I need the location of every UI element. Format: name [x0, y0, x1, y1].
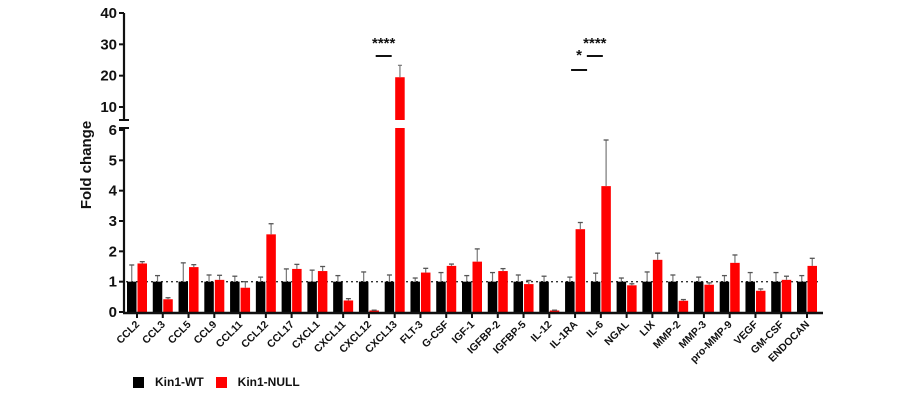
y-tick-label: 30	[100, 36, 117, 53]
bar-kin1-null-endocan	[807, 257, 817, 312]
bar-kin1-null-cxcl11	[343, 298, 354, 312]
x-tick-label: CCL12	[239, 319, 271, 351]
bar-kin1-wt-pro-mmp-9	[719, 274, 730, 312]
y-tick-label: 5	[109, 152, 117, 169]
bar-kin1-wt-igfbp-5	[513, 274, 524, 312]
significance-stars: ****	[583, 35, 607, 52]
y-axis-label: Fold change	[78, 121, 95, 209]
y-tick-label: 4	[109, 183, 118, 200]
bar-kin1-null-lix	[652, 252, 663, 312]
significance-stars: ****	[372, 35, 396, 52]
legend-swatch-null	[215, 376, 227, 388]
bar-kin1-wt-lix	[642, 271, 652, 312]
bar-kin1-null-ccl17	[292, 263, 302, 312]
bar-kin1-null-il-1ra	[575, 221, 586, 312]
x-tick-label: IL-1RA	[548, 318, 581, 351]
bar-kin1-null-cxcl1	[317, 265, 328, 312]
bar-kin1-null-igf-1	[472, 248, 482, 312]
x-tick-label: IL-6	[584, 319, 606, 341]
bar-kin1-null-pro-mmp-9	[730, 254, 740, 312]
bar-kin1-wt-ccl12	[255, 276, 266, 312]
bar-kin1-wt-ccl17	[281, 268, 292, 312]
y-tick-label: 1	[109, 274, 117, 291]
legend-swatch-wt	[133, 376, 144, 388]
bar-kin1-null-flt-3	[420, 267, 431, 312]
y-tick-label: 3	[109, 213, 117, 230]
legend-label-wt: Kin1-WT	[155, 375, 204, 389]
bar-kin1-null-gm-csf	[781, 275, 792, 312]
y-tick-label: 6	[109, 122, 117, 139]
bar-kin1-wt-cxcl1	[307, 269, 317, 312]
x-tick-label: CCL2	[114, 319, 142, 347]
bar-kin1-null-il-12	[549, 309, 560, 312]
significance-annotations: *********	[372, 35, 607, 71]
bar-kin1-wt-ngal	[616, 277, 627, 312]
bar-kin1-null-vegf	[755, 288, 766, 312]
x-tick-label: CCL11	[214, 319, 246, 351]
x-axis: CCL2CCL3CCL5CCL9CCL11CCL12CCL17CXCL1CXCL…	[114, 311, 823, 365]
bar-kin1-null-ccl11	[240, 281, 251, 312]
bar-kin1-wt-endocan	[797, 274, 807, 312]
y-tick-label: 40	[100, 5, 117, 22]
bar-kin1-null-cxcl12	[369, 309, 379, 312]
bar-kin1-null-ngal	[627, 283, 637, 312]
y-axis-upper: 10 20 30 40	[100, 5, 129, 121]
significance-stars: *	[576, 47, 582, 64]
bar-kin1-wt-ccl5	[178, 262, 189, 312]
bar-kin1-null-mmp-2	[678, 298, 689, 312]
bar-kin1-wt-flt-3	[410, 277, 420, 312]
bar-kin1-null-mmp-3	[704, 282, 714, 312]
bar-kin1-wt-ccl2	[127, 264, 137, 312]
bar-kin1-wt-igfbp-2	[487, 271, 498, 312]
x-tick-label: CCL5	[166, 319, 194, 347]
bar-kin1-wt-gm-csf	[771, 271, 781, 312]
bar-kin1-null-cxcl13	[395, 64, 405, 312]
bar-series	[127, 64, 817, 312]
x-tick-label: MMP-2	[651, 319, 684, 352]
bar-kin1-wt-il-1ra	[565, 276, 575, 312]
bar-kin1-wt-mmp-3	[693, 276, 704, 312]
legend-item-wt: Kin1-WT	[133, 375, 204, 389]
bar-kin1-wt-ccl3	[152, 274, 163, 312]
legend-label-null: Kin1-NULL	[237, 375, 300, 389]
bar-kin1-null-ccl2	[137, 260, 147, 312]
bar-kin1-wt-g-csf	[436, 271, 446, 312]
x-tick-label: LIX	[637, 319, 657, 339]
y-tick-label: 0	[109, 304, 117, 321]
bar-kin1-wt-ccl11	[230, 275, 240, 312]
x-tick-label: CCL3	[140, 319, 168, 347]
y-tick-label: 20	[100, 68, 117, 85]
legend-item-null: Kin1-NULL	[215, 375, 300, 389]
bar-kin1-null-igfbp-5	[524, 279, 534, 312]
bar-kin1-wt-mmp-2	[668, 274, 678, 312]
y-tick-label: 2	[109, 243, 117, 260]
bar-kin1-wt-cxcl13	[384, 274, 395, 312]
bar-kin1-wt-cxcl11	[333, 274, 343, 312]
bar-kin1-wt-ccl9	[204, 274, 214, 312]
bar-kin1-wt-vegf	[745, 271, 755, 312]
bar-kin1-null-ccl3	[163, 297, 173, 312]
bar-kin1-wt-igf-1	[462, 274, 472, 312]
bar-kin1-null-ccl5	[189, 264, 199, 312]
bar-kin1-null-g-csf	[446, 263, 457, 312]
bar-kin1-null-ccl9	[214, 274, 225, 312]
bar-kin1-null-igfbp-2	[498, 267, 508, 312]
bar-kin1-null-il-6	[601, 139, 611, 312]
x-tick-label: G-CSF	[420, 318, 452, 350]
legend: Kin1-WT Kin1-NULL	[133, 375, 312, 389]
y-tick-label: 10	[100, 99, 117, 116]
bar-kin1-wt-il-12	[539, 275, 549, 312]
bar-kin1-wt-cxcl12	[358, 271, 369, 312]
bar-kin1-wt-il-6	[590, 272, 601, 312]
bar-kin1-null-ccl12	[266, 223, 276, 312]
x-tick-label: NGAL	[602, 318, 632, 348]
y-axis-lower: 0 1 2 3 4 5 6	[109, 122, 129, 321]
